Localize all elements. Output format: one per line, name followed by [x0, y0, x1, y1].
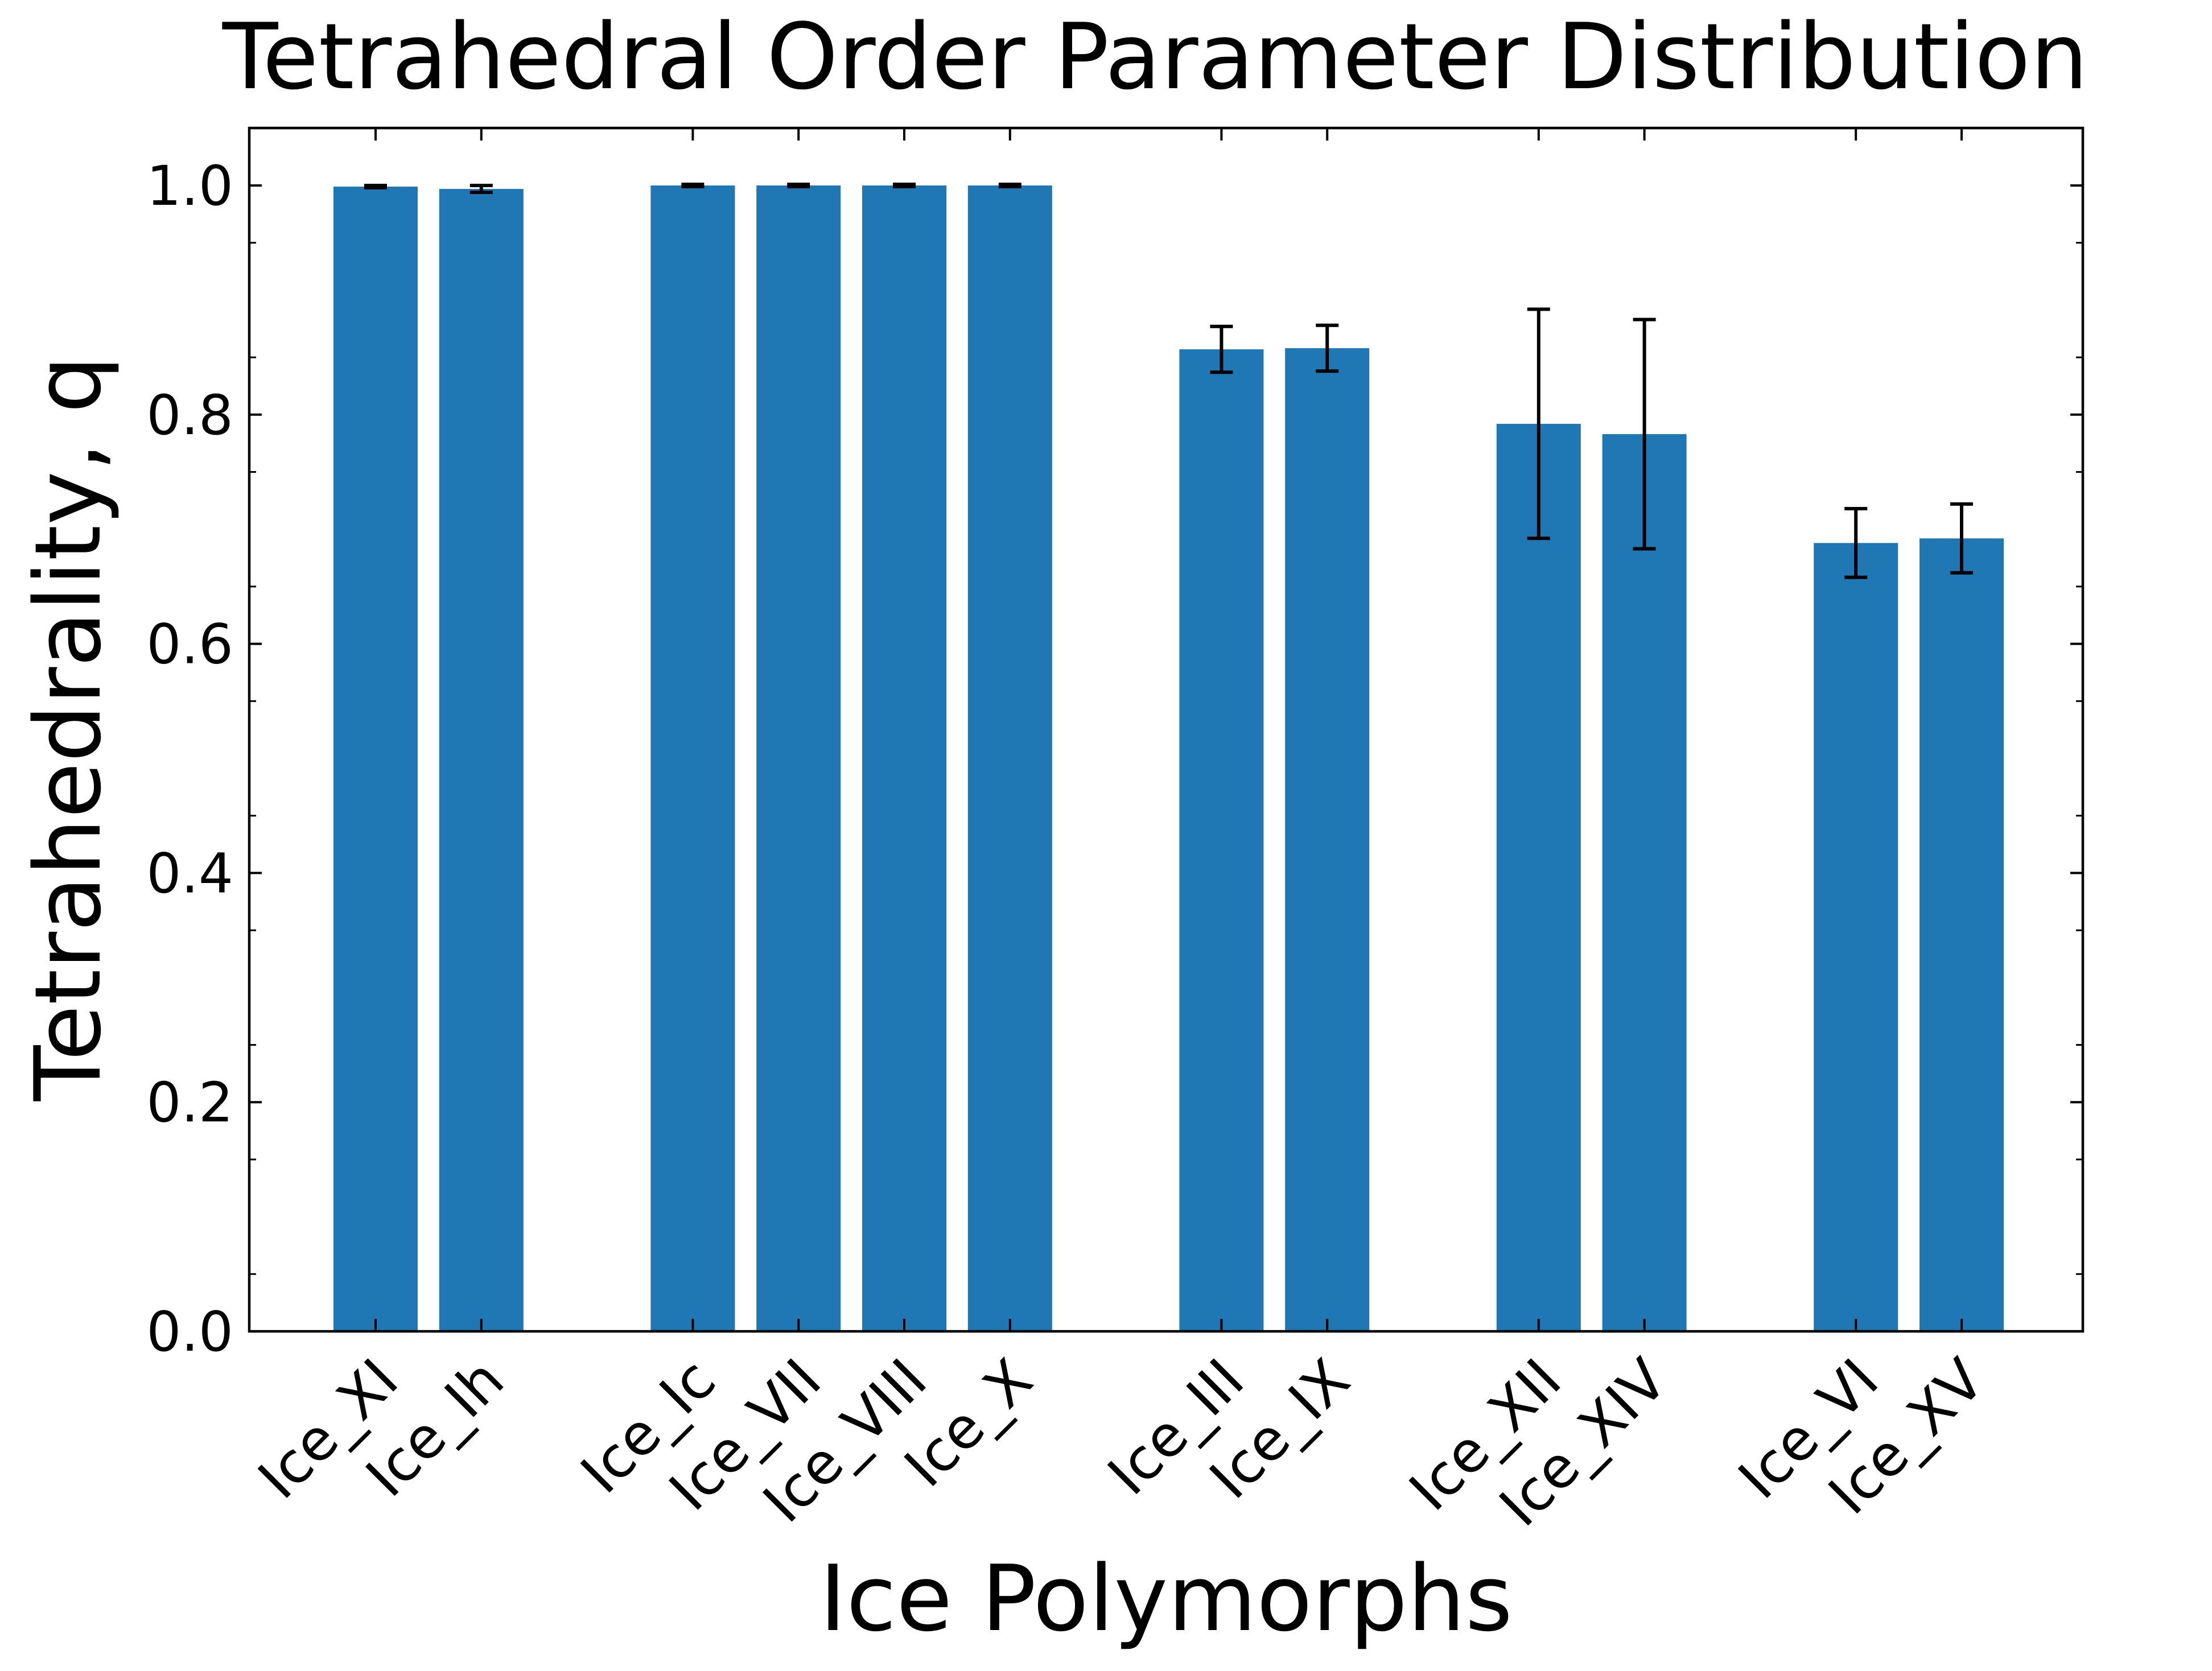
y-tick-label: 0.6: [146, 613, 233, 676]
y-tick-labels: 0.0 0.2 0.4 0.6 0.8 1.0: [146, 154, 233, 1364]
bar-ice-ix: [1285, 348, 1370, 1331]
bar-ice-iii: [1179, 349, 1264, 1332]
y-tick-label: 0.2: [146, 1071, 233, 1134]
bar-ice-xv: [1919, 538, 2004, 1331]
y-tick-label: 0.8: [146, 383, 233, 447]
y-tick-label: 0.0: [146, 1300, 233, 1364]
errorbar: [469, 184, 493, 195]
bar-ice-vii: [756, 185, 841, 1331]
errorbar: [1633, 317, 1656, 551]
bar-ice-vi: [1814, 543, 1898, 1332]
errorbar: [1844, 506, 1868, 579]
errorbar: [1527, 307, 1550, 541]
bar-ice-xi: [333, 187, 418, 1331]
bar-ice-xiv: [1602, 434, 1687, 1331]
chart-title: Tetrahedral Order Parameter Distribution: [222, 3, 2088, 110]
errorbar: [681, 182, 705, 189]
bars-group: [333, 185, 2004, 1332]
bar-ice-ih: [439, 189, 524, 1331]
errorbar: [1316, 323, 1339, 373]
y-tick-label: 1.0: [146, 154, 233, 218]
bar-ice-ic: [650, 185, 735, 1331]
bar-ice-xii: [1496, 423, 1581, 1331]
errorbar: [364, 184, 387, 190]
bar-ice-viii: [862, 185, 946, 1331]
errorbar: [1950, 502, 1973, 575]
bar-ice-x: [967, 185, 1052, 1331]
errorbar: [787, 182, 810, 189]
errorbars-group: [364, 182, 1973, 579]
plot-frame: [248, 126, 2085, 1333]
y-axis-label: Tetrahedrality, q: [15, 356, 121, 1101]
errorbar: [893, 182, 916, 189]
y-tick-label: 0.4: [146, 841, 233, 905]
errorbar: [1210, 324, 1233, 374]
x-axis-label: Ice Polymorphs: [819, 1545, 1513, 1652]
errorbar: [998, 182, 1021, 189]
